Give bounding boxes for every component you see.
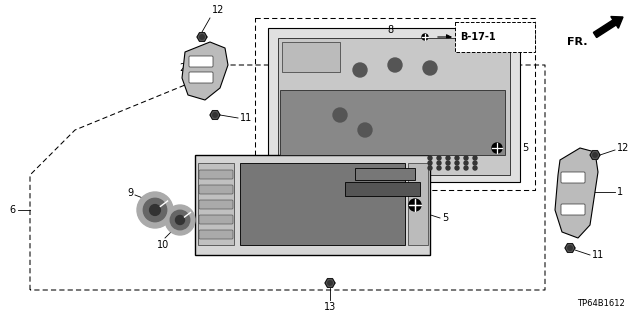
Circle shape [473, 156, 477, 160]
Circle shape [165, 205, 195, 235]
Text: 1: 1 [617, 187, 623, 197]
FancyBboxPatch shape [240, 163, 405, 245]
Text: 12: 12 [617, 143, 629, 153]
Text: 13: 13 [324, 302, 336, 312]
Circle shape [464, 156, 468, 160]
FancyBboxPatch shape [561, 204, 585, 215]
Circle shape [333, 108, 347, 122]
FancyBboxPatch shape [355, 168, 415, 180]
Circle shape [446, 166, 450, 170]
Circle shape [437, 161, 441, 165]
FancyBboxPatch shape [199, 215, 233, 224]
Text: 3: 3 [372, 145, 378, 155]
Text: 6: 6 [9, 205, 15, 215]
Circle shape [428, 166, 432, 170]
Text: 8: 8 [387, 25, 393, 35]
FancyBboxPatch shape [199, 230, 233, 239]
Polygon shape [590, 151, 600, 159]
Text: 12: 12 [212, 5, 225, 15]
Polygon shape [565, 244, 575, 252]
Circle shape [464, 166, 468, 170]
Circle shape [593, 153, 597, 157]
FancyArrow shape [593, 17, 623, 37]
Text: 5: 5 [522, 143, 528, 153]
Text: 4: 4 [346, 196, 352, 206]
FancyBboxPatch shape [198, 163, 234, 245]
Circle shape [410, 200, 420, 210]
Polygon shape [325, 279, 335, 287]
FancyBboxPatch shape [195, 155, 430, 255]
Circle shape [423, 61, 437, 75]
Circle shape [428, 156, 432, 160]
Polygon shape [268, 28, 520, 182]
Text: FR.: FR. [568, 37, 588, 47]
Circle shape [464, 161, 468, 165]
Polygon shape [278, 38, 510, 175]
Circle shape [437, 156, 441, 160]
Circle shape [455, 161, 459, 165]
Circle shape [446, 156, 450, 160]
Circle shape [455, 156, 459, 160]
Circle shape [409, 199, 421, 211]
Circle shape [473, 161, 477, 165]
FancyBboxPatch shape [455, 22, 535, 52]
FancyBboxPatch shape [199, 170, 233, 179]
Circle shape [358, 123, 372, 137]
Circle shape [143, 198, 166, 222]
FancyBboxPatch shape [408, 163, 428, 245]
Circle shape [422, 34, 428, 40]
Circle shape [492, 143, 502, 153]
Circle shape [455, 166, 459, 170]
Text: 5: 5 [442, 213, 448, 223]
FancyBboxPatch shape [189, 72, 213, 83]
Circle shape [353, 63, 367, 77]
FancyBboxPatch shape [199, 200, 233, 209]
Text: 11: 11 [240, 113, 252, 123]
Text: 9: 9 [127, 188, 133, 198]
Text: TP64B1612: TP64B1612 [577, 299, 625, 308]
Circle shape [170, 210, 189, 230]
Circle shape [200, 35, 204, 39]
Circle shape [446, 161, 450, 165]
Text: 2: 2 [179, 63, 185, 73]
Circle shape [175, 215, 184, 225]
Polygon shape [282, 42, 340, 72]
Circle shape [437, 166, 441, 170]
Circle shape [473, 166, 477, 170]
Text: 11: 11 [592, 250, 604, 260]
FancyBboxPatch shape [189, 56, 213, 67]
Circle shape [137, 192, 173, 228]
FancyBboxPatch shape [345, 182, 420, 196]
Circle shape [428, 161, 432, 165]
Text: B-17-1: B-17-1 [460, 32, 495, 42]
FancyBboxPatch shape [561, 172, 585, 183]
Text: 10: 10 [157, 240, 169, 250]
Polygon shape [280, 90, 505, 155]
Circle shape [328, 281, 332, 285]
Polygon shape [210, 111, 220, 119]
Text: 7: 7 [260, 212, 266, 222]
Circle shape [212, 113, 217, 117]
FancyBboxPatch shape [199, 185, 233, 194]
Polygon shape [197, 33, 207, 41]
Polygon shape [555, 148, 598, 238]
Polygon shape [182, 42, 228, 100]
Circle shape [150, 204, 161, 215]
Circle shape [568, 246, 572, 250]
Circle shape [388, 58, 402, 72]
